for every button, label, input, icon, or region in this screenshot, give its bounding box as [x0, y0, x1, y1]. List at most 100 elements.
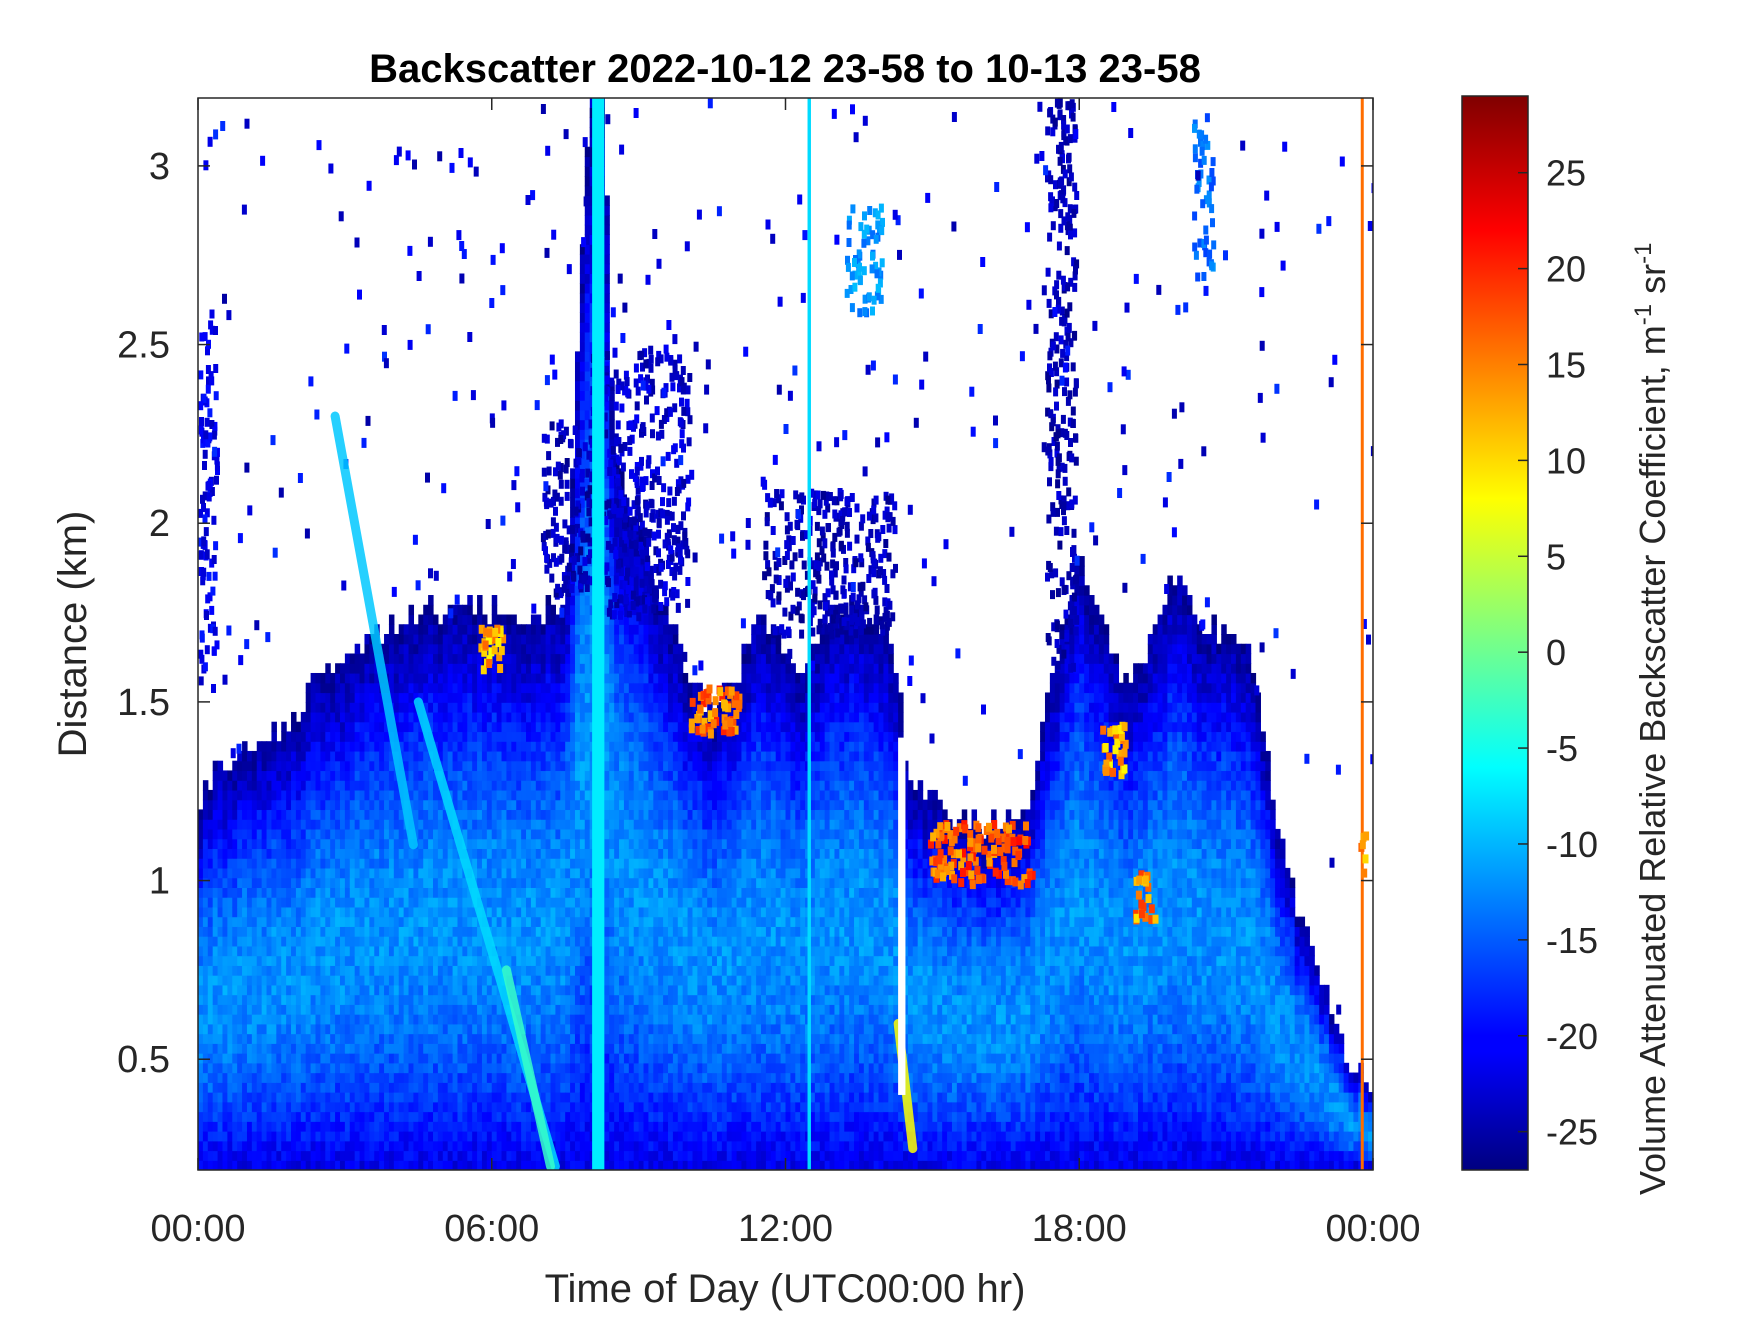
heatmap-cell	[388, 1043, 395, 1054]
heatmap-cell	[521, 760, 527, 772]
heatmap-cell	[574, 1140, 581, 1152]
heatmap-cell	[604, 809, 610, 820]
heatmap-cell	[472, 809, 478, 820]
heatmap-cell	[212, 897, 219, 908]
heatmap-cell	[442, 663, 449, 674]
heatmap-cell	[560, 975, 566, 986]
heatmap-cell	[516, 965, 522, 976]
heatmap-cell	[408, 1082, 415, 1093]
heatmap-cell	[310, 1121, 317, 1132]
heatmap-cell	[423, 897, 429, 908]
heatmap-cell	[540, 799, 547, 811]
heatmap-cell	[584, 1121, 591, 1132]
heatmap-cell	[540, 1023, 547, 1035]
heatmap-cell	[364, 672, 370, 684]
heatmap-cell	[276, 819, 282, 830]
heatmap-cell	[344, 1043, 351, 1054]
heatmap-cell	[535, 1140, 542, 1152]
heatmap-cell	[212, 1160, 219, 1170]
heatmap-cell	[481, 1101, 488, 1113]
heatmap-cell	[540, 926, 547, 937]
heatmap-cell	[511, 1062, 517, 1074]
heatmap-cell	[266, 838, 273, 849]
heatmap-cell	[584, 653, 591, 664]
heatmap-cell	[227, 906, 233, 918]
heatmap-cell	[481, 887, 488, 898]
heatmap-cell	[364, 848, 370, 859]
heatmap-cell	[579, 507, 586, 518]
heatmap-cell	[579, 858, 586, 869]
heatmap-cell	[335, 828, 341, 840]
heatmap-cell	[481, 780, 488, 791]
heatmap-cell	[393, 1062, 400, 1074]
heatmap-cell	[560, 897, 566, 908]
heatmap-cell	[511, 1053, 517, 1064]
heatmap-cell	[501, 877, 508, 888]
heatmap-cell	[256, 1004, 263, 1015]
heatmap-cell	[242, 1121, 248, 1132]
heatmap-cell	[291, 1140, 297, 1152]
heatmap-cell	[198, 819, 204, 830]
heatmap-cell	[462, 624, 468, 635]
heatmap-cell	[619, 1101, 625, 1113]
heatmap-cell	[535, 994, 542, 1005]
heatmap-cell	[472, 1004, 478, 1015]
heatmap-cell	[398, 848, 405, 859]
heatmap-cell	[354, 809, 361, 820]
heatmap-cell	[555, 799, 561, 811]
heatmap-cell	[266, 1072, 273, 1083]
heatmap-cell	[202, 877, 209, 888]
heatmap-cell	[481, 799, 488, 811]
heatmap-cell	[609, 731, 615, 742]
heatmap-cell	[286, 936, 292, 947]
heatmap-cell	[604, 487, 610, 499]
heatmap-cell	[447, 926, 454, 937]
heatmap-cell	[256, 838, 263, 849]
heatmap-cell	[584, 624, 591, 635]
heatmap-cell	[349, 1014, 356, 1025]
heatmap-cell	[442, 906, 449, 918]
heatmap-cell	[565, 1062, 571, 1074]
heatmap-cell	[560, 1140, 566, 1152]
heatmap-cell	[423, 1082, 429, 1093]
heatmap-cell	[403, 945, 410, 957]
heatmap-cell	[222, 984, 228, 996]
heatmap-cell	[521, 682, 527, 694]
heatmap-cell	[452, 1004, 459, 1015]
heatmap-cell	[393, 965, 400, 976]
heatmap-cell	[491, 975, 498, 986]
heatmap-cell	[403, 643, 410, 655]
heatmap-cell	[276, 1160, 282, 1170]
heatmap-cell	[604, 195, 610, 206]
heatmap-cell	[271, 799, 277, 811]
heatmap-cell	[418, 1014, 424, 1025]
heatmap-cell	[619, 1023, 625, 1035]
heatmap-cell	[560, 643, 566, 655]
heatmap-cell	[330, 1072, 336, 1083]
heatmap-cell	[521, 955, 527, 966]
heatmap-cell	[560, 916, 566, 927]
heatmap-cell	[560, 1121, 566, 1132]
heatmap-cell	[560, 789, 566, 801]
heatmap-cell	[579, 331, 586, 343]
heatmap-cell	[339, 1140, 346, 1152]
heatmap-cell	[251, 887, 258, 898]
heatmap-cell	[467, 770, 473, 781]
heatmap-cell	[335, 906, 341, 918]
heatmap-cell	[335, 1101, 341, 1113]
heatmap-cell	[354, 799, 361, 811]
heatmap-cell	[491, 897, 498, 908]
heatmap-cell	[232, 994, 238, 1005]
heatmap-cell	[242, 1023, 248, 1035]
heatmap-cell	[496, 702, 503, 713]
heatmap-cell	[619, 624, 625, 635]
heatmap-cell	[325, 926, 331, 937]
heatmap-cell	[359, 1111, 366, 1122]
heatmap-cell	[447, 945, 454, 957]
heatmap-cell	[276, 848, 282, 859]
heatmap-cell	[506, 955, 512, 966]
heatmap-cell	[579, 1101, 586, 1113]
heatmap-cell	[413, 1101, 419, 1113]
heatmap-cell	[281, 838, 287, 849]
heatmap-cell	[506, 1131, 512, 1142]
